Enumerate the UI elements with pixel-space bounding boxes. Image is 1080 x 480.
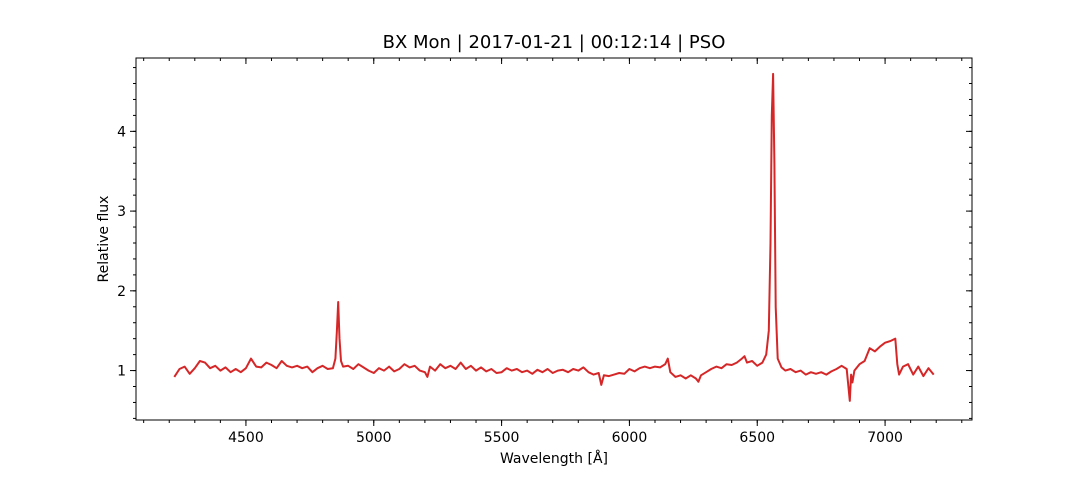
plot-frame bbox=[135, 57, 973, 421]
y-axis-label: Relative flux bbox=[96, 196, 112, 283]
y-tick-label: 3 bbox=[117, 204, 126, 220]
x-axis-label: Wavelength [Å] bbox=[500, 450, 608, 467]
chart-title: BX Mon | 2017-01-21 | 00:12:14 | PSO bbox=[383, 32, 726, 53]
y-tick-label: 1 bbox=[117, 364, 126, 380]
spectrum-line bbox=[173, 72, 935, 402]
y-tick-label: 2 bbox=[117, 284, 126, 300]
x-tick-label: 5000 bbox=[356, 430, 392, 446]
x-tick-label: 5500 bbox=[484, 430, 520, 446]
x-tick-label: 6000 bbox=[612, 430, 648, 446]
x-tick-label: 4500 bbox=[228, 430, 264, 446]
y-tick-label: 4 bbox=[117, 124, 126, 140]
x-tick-label: 7000 bbox=[867, 430, 903, 446]
tick-labels: 4500 5000 5500 6000 6500 7000 1 2 3 4 bbox=[117, 124, 903, 446]
x-tick-label: 6500 bbox=[739, 430, 775, 446]
